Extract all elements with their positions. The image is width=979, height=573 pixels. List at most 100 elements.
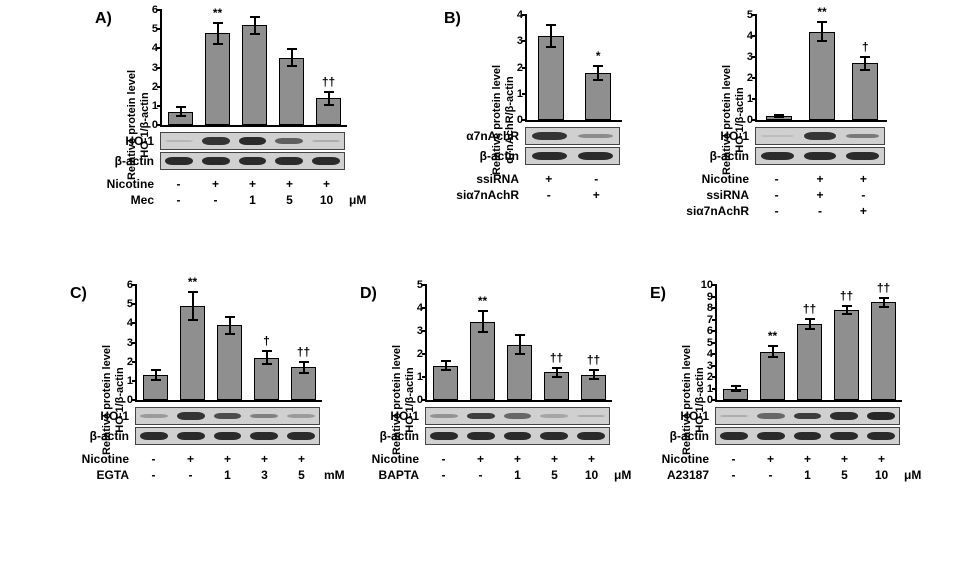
condition-cell: - xyxy=(525,187,573,203)
band-cell xyxy=(799,148,842,164)
condition-cells: -++++ xyxy=(425,451,610,467)
blot-row: HO-1 xyxy=(715,407,900,425)
blot-label: β-actin xyxy=(670,427,715,445)
blots-B2: HO-1β-actin xyxy=(755,127,885,167)
significance-marker: †† xyxy=(803,302,816,316)
band-cell xyxy=(841,148,884,164)
blot-row: β-actin xyxy=(525,147,620,165)
conds-C: Nicotine-++++EGTA--135mM xyxy=(135,451,320,483)
panel-label-A: A) xyxy=(95,10,112,28)
condition-cell: - xyxy=(197,192,234,208)
ytick-label: 4 xyxy=(127,317,137,329)
condition-cells: --1510 xyxy=(715,467,900,483)
ytick-label: 3 xyxy=(127,337,137,349)
condition-cell: 1 xyxy=(789,467,826,483)
error-bar xyxy=(217,22,219,45)
significance-marker: †† xyxy=(297,345,310,359)
band-cell xyxy=(573,128,620,144)
band xyxy=(312,157,340,164)
ytick-label: 1 xyxy=(747,93,757,105)
band-cell xyxy=(753,408,790,424)
error-bar xyxy=(445,360,447,372)
band-cell xyxy=(499,428,536,444)
significance-marker: ** xyxy=(188,275,197,289)
condition-cell: + xyxy=(234,176,271,192)
condition-cells: -+ xyxy=(525,187,620,203)
condition-row: Nicotine-++ xyxy=(755,171,885,187)
condition-label: siα7nAchR xyxy=(456,187,525,203)
blot-label: HO-1 xyxy=(100,407,135,425)
condition-row: BAPTA--1510μM xyxy=(425,467,610,483)
condition-cell: + xyxy=(842,203,885,219)
plot-C: 0123456**††† xyxy=(135,285,322,402)
condition-unit: μM xyxy=(349,192,366,208)
panel-B2: Relative protein level HO-1/β-actin 0123… xyxy=(700,15,920,275)
condition-cell: 1 xyxy=(234,192,271,208)
band xyxy=(532,132,567,139)
chart-A: Relative protein level HO-1/β-actin 0123… xyxy=(160,10,345,125)
band xyxy=(757,413,785,418)
chart-B2: Relative protein level HO-1/β-actin 0123… xyxy=(755,15,885,120)
plot-B2: 012345**† xyxy=(755,15,887,122)
panel-A: A) Relative protein level HO-1/β-actin 0… xyxy=(100,10,370,270)
panel-label-B: B) xyxy=(444,10,461,28)
significance-marker: ** xyxy=(817,5,826,19)
blot-strip xyxy=(425,407,610,425)
blot-strip xyxy=(715,407,900,425)
band xyxy=(867,432,895,439)
condition-cells: --+ xyxy=(755,203,885,219)
blot-strip xyxy=(425,427,610,445)
band-cell xyxy=(161,133,198,149)
condition-cell: + xyxy=(172,451,209,467)
condition-cell: + xyxy=(536,451,573,467)
condition-cell: - xyxy=(135,467,172,483)
ytick-label: 1 xyxy=(127,375,137,387)
condition-label: EGTA xyxy=(97,467,135,483)
blot-row: α7nAchR xyxy=(525,127,620,145)
bar xyxy=(470,322,494,400)
band-cell xyxy=(173,428,210,444)
ytick-label: 5 xyxy=(417,279,427,291)
condition-cell: - xyxy=(425,467,462,483)
bar xyxy=(834,310,858,400)
bar xyxy=(538,36,564,120)
band-cell xyxy=(234,133,271,149)
band-cell xyxy=(756,128,799,144)
band xyxy=(757,432,785,439)
error-bar xyxy=(550,24,552,48)
ytick-label: 3 xyxy=(747,51,757,63)
band-cell xyxy=(572,428,609,444)
band xyxy=(140,414,168,418)
condition-cell: 5 xyxy=(536,467,573,483)
blot-label: HO-1 xyxy=(125,132,160,150)
ytick-label: 5 xyxy=(747,9,757,21)
band xyxy=(467,413,495,420)
band-cell xyxy=(862,408,899,424)
band xyxy=(250,414,278,418)
ytick-label: 0 xyxy=(747,114,757,126)
condition-label: A23187 xyxy=(667,467,715,483)
band-cell xyxy=(536,428,573,444)
blot-strip xyxy=(525,127,620,145)
error-bar xyxy=(846,305,848,315)
panel-E: E) Relative protein level HO-1/β-actin 0… xyxy=(655,285,935,545)
band xyxy=(214,413,242,419)
band-cell xyxy=(862,428,899,444)
condition-cell: + xyxy=(525,171,573,187)
ytick-label: 1 xyxy=(417,371,427,383)
condition-cell: - xyxy=(573,171,621,187)
band xyxy=(430,414,458,418)
band xyxy=(794,413,822,420)
band xyxy=(250,432,278,439)
band xyxy=(214,432,242,439)
condition-cell: + xyxy=(863,451,900,467)
chart-B1: Relative protein level α7nAchR/β-actin 0… xyxy=(525,15,620,120)
condition-label: Nicotine xyxy=(82,451,135,467)
band-cell xyxy=(426,408,463,424)
ytick-label: 4 xyxy=(517,9,527,21)
condition-cell: 3 xyxy=(246,467,283,483)
ytick-label: 3 xyxy=(152,62,162,74)
chart-E: Relative protein level HO-1/β-actin 0123… xyxy=(715,285,900,400)
significance-marker: †† xyxy=(587,353,600,367)
ytick-label: 6 xyxy=(707,325,717,337)
